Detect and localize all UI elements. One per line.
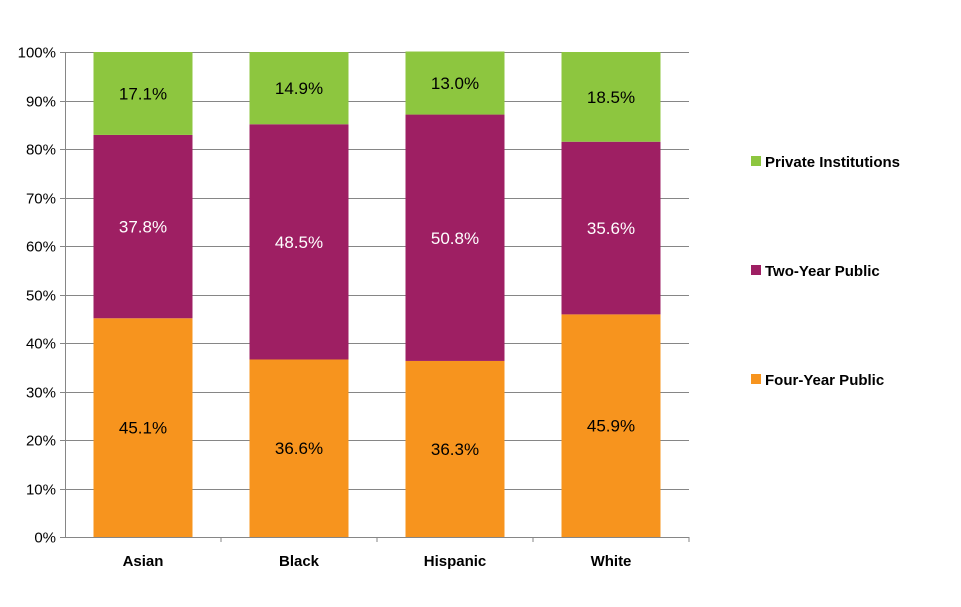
y-tick-label: 50% <box>26 288 56 305</box>
y-tick-label: 20% <box>26 433 56 450</box>
bar-segment <box>561 52 661 142</box>
data-label: 50.8% <box>431 229 479 248</box>
bar-segment <box>405 114 505 361</box>
data-label: 17.1% <box>119 84 167 103</box>
bar-segment <box>405 51 505 115</box>
bar-segment <box>249 124 349 360</box>
y-tick-label: 60% <box>26 239 56 256</box>
data-label: 36.6% <box>275 439 323 458</box>
bar-segment <box>249 359 349 537</box>
x-tick-label: Asian <box>123 553 164 570</box>
x-tick-label: Hispanic <box>424 553 487 570</box>
y-tick-label: 70% <box>26 191 56 208</box>
data-label: 45.1% <box>119 419 167 438</box>
legend-swatch <box>751 156 761 166</box>
data-label: 37.8% <box>119 218 167 237</box>
y-tick-label: 40% <box>26 336 56 353</box>
data-label: 45.9% <box>587 417 635 436</box>
bar-segment <box>405 360 505 537</box>
bar-segment <box>93 318 193 537</box>
bar-segment <box>561 314 661 537</box>
data-label: 36.3% <box>431 440 479 459</box>
data-label: 18.5% <box>587 88 635 107</box>
legend-swatch <box>751 374 761 384</box>
y-tick-label: 80% <box>26 142 56 159</box>
y-tick-label: 100% <box>18 45 56 62</box>
y-tick-label: 30% <box>26 385 56 402</box>
data-label: 35.6% <box>587 219 635 238</box>
bar-segment <box>561 141 661 315</box>
y-tick-label: 0% <box>34 530 56 547</box>
data-label: 13.0% <box>431 74 479 93</box>
legend-label: Private Institutions <box>765 154 900 171</box>
data-label: 48.5% <box>275 233 323 252</box>
bar-segment <box>93 134 193 319</box>
legend-label: Two-Year Public <box>765 263 880 280</box>
bar-segment <box>249 52 349 125</box>
x-tick-label: White <box>591 553 632 570</box>
legend-label: Four-Year Public <box>765 372 884 389</box>
x-tick-label: Black <box>279 553 320 570</box>
y-tick-label: 90% <box>26 94 56 111</box>
data-label: 14.9% <box>275 79 323 98</box>
y-tick-label: 10% <box>26 482 56 499</box>
bar-segment <box>93 52 193 135</box>
legend-swatch <box>751 265 761 275</box>
